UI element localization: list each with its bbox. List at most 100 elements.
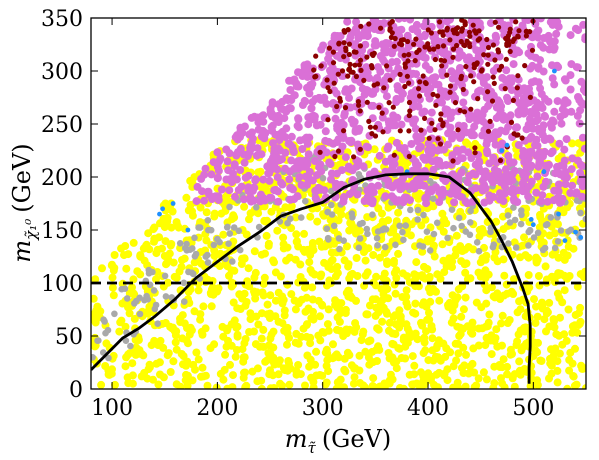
scatter-point — [196, 310, 205, 319]
scatter-point — [425, 274, 434, 282]
scatter-point — [529, 47, 536, 53]
scatter-point — [381, 192, 390, 201]
scatter-point — [183, 240, 190, 248]
scatter-point — [427, 322, 436, 330]
scatter-point — [540, 315, 549, 324]
scatter-point — [515, 73, 521, 79]
scatter-point — [492, 114, 501, 123]
scatter-point — [154, 320, 161, 328]
scatter-point — [478, 225, 487, 233]
scatter-point — [337, 98, 343, 104]
scatter-point — [266, 334, 275, 343]
scatter-point — [354, 34, 363, 43]
scatter-point — [244, 186, 253, 195]
scatter-point — [195, 224, 202, 231]
scatter-point — [180, 279, 188, 287]
scatter-point — [203, 187, 212, 196]
scatter-point — [437, 141, 444, 147]
scatter-point — [91, 354, 96, 361]
scatter-point — [201, 324, 210, 333]
scatter-point — [136, 310, 144, 318]
scatter-point — [412, 20, 421, 29]
scatter-point — [136, 251, 145, 260]
scatter-point — [501, 127, 510, 136]
scatter-point — [400, 236, 407, 244]
scatter-point — [458, 222, 466, 230]
scatter-point — [97, 380, 106, 389]
scatter-point — [186, 323, 195, 332]
scatter-point — [217, 185, 226, 194]
scatter-point — [566, 85, 575, 94]
scatter-point — [407, 206, 414, 214]
scatter-point — [548, 74, 557, 83]
scatter-point — [308, 242, 317, 251]
scatter-point — [368, 63, 375, 69]
scatter-point — [377, 285, 386, 294]
scatter-point — [545, 231, 554, 240]
x-tick-label: 500 — [512, 396, 554, 421]
scatter-point — [562, 238, 568, 244]
scatter-point — [468, 169, 477, 178]
scatter-point — [341, 87, 350, 96]
scatter-point — [475, 232, 484, 241]
scatter-point — [563, 384, 572, 389]
scatter-point — [340, 354, 349, 363]
scatter-point — [381, 243, 389, 251]
scatter-point — [378, 113, 387, 122]
scatter-point — [475, 86, 484, 95]
scatter-point — [576, 160, 585, 169]
scatter-point — [370, 41, 379, 50]
scatter-point — [523, 33, 530, 39]
scatter-point — [268, 121, 277, 130]
scatter-point — [520, 158, 529, 166]
scatter-point — [510, 382, 519, 389]
scatter-point — [164, 255, 173, 264]
scatter-point — [379, 303, 388, 312]
scatter-point — [333, 269, 342, 278]
scatter-point — [428, 334, 437, 343]
scatter-point — [263, 300, 272, 309]
scatter-point — [198, 330, 207, 339]
scatter-point — [204, 251, 211, 259]
scatter-point — [521, 251, 530, 260]
scatter-point — [515, 48, 524, 57]
scatter-point — [421, 54, 430, 62]
scatter-point — [330, 222, 338, 230]
scatter-point — [341, 40, 347, 46]
scatter-point — [379, 273, 388, 282]
scatter-point — [304, 120, 313, 129]
scatter-point — [401, 52, 407, 58]
scatter-point — [194, 286, 203, 295]
scatter-point — [385, 120, 394, 129]
plot-frame — [90, 17, 587, 390]
scatter-point — [539, 43, 548, 52]
scatter-point — [242, 298, 251, 306]
scatter-point — [426, 125, 435, 133]
scatter-point — [545, 161, 553, 169]
scatter-point — [466, 362, 474, 371]
scatter-point — [403, 31, 412, 40]
scatter-point — [225, 240, 232, 247]
scatter-point — [311, 95, 320, 103]
scatter-point — [156, 336, 165, 345]
scatter-point — [409, 184, 418, 193]
scatter-point — [512, 244, 520, 251]
scatter-point — [285, 76, 294, 85]
scatter-point — [333, 169, 341, 178]
scatter-point — [246, 309, 255, 318]
scatter-point — [352, 296, 360, 305]
scatter-point — [532, 302, 540, 311]
scatter-point — [414, 102, 423, 111]
scatter-point — [369, 374, 378, 383]
scatter-point — [266, 384, 275, 389]
scatter-point — [406, 99, 413, 106]
scatter-point — [475, 247, 483, 255]
scatter-point — [108, 365, 116, 374]
scatter-point — [376, 104, 382, 110]
scatter-point — [283, 323, 292, 332]
scatter-point — [576, 106, 585, 115]
scatter-point — [240, 122, 249, 131]
scatter-point — [531, 319, 540, 327]
scatter-point — [359, 219, 366, 227]
scatter-point — [308, 268, 317, 277]
